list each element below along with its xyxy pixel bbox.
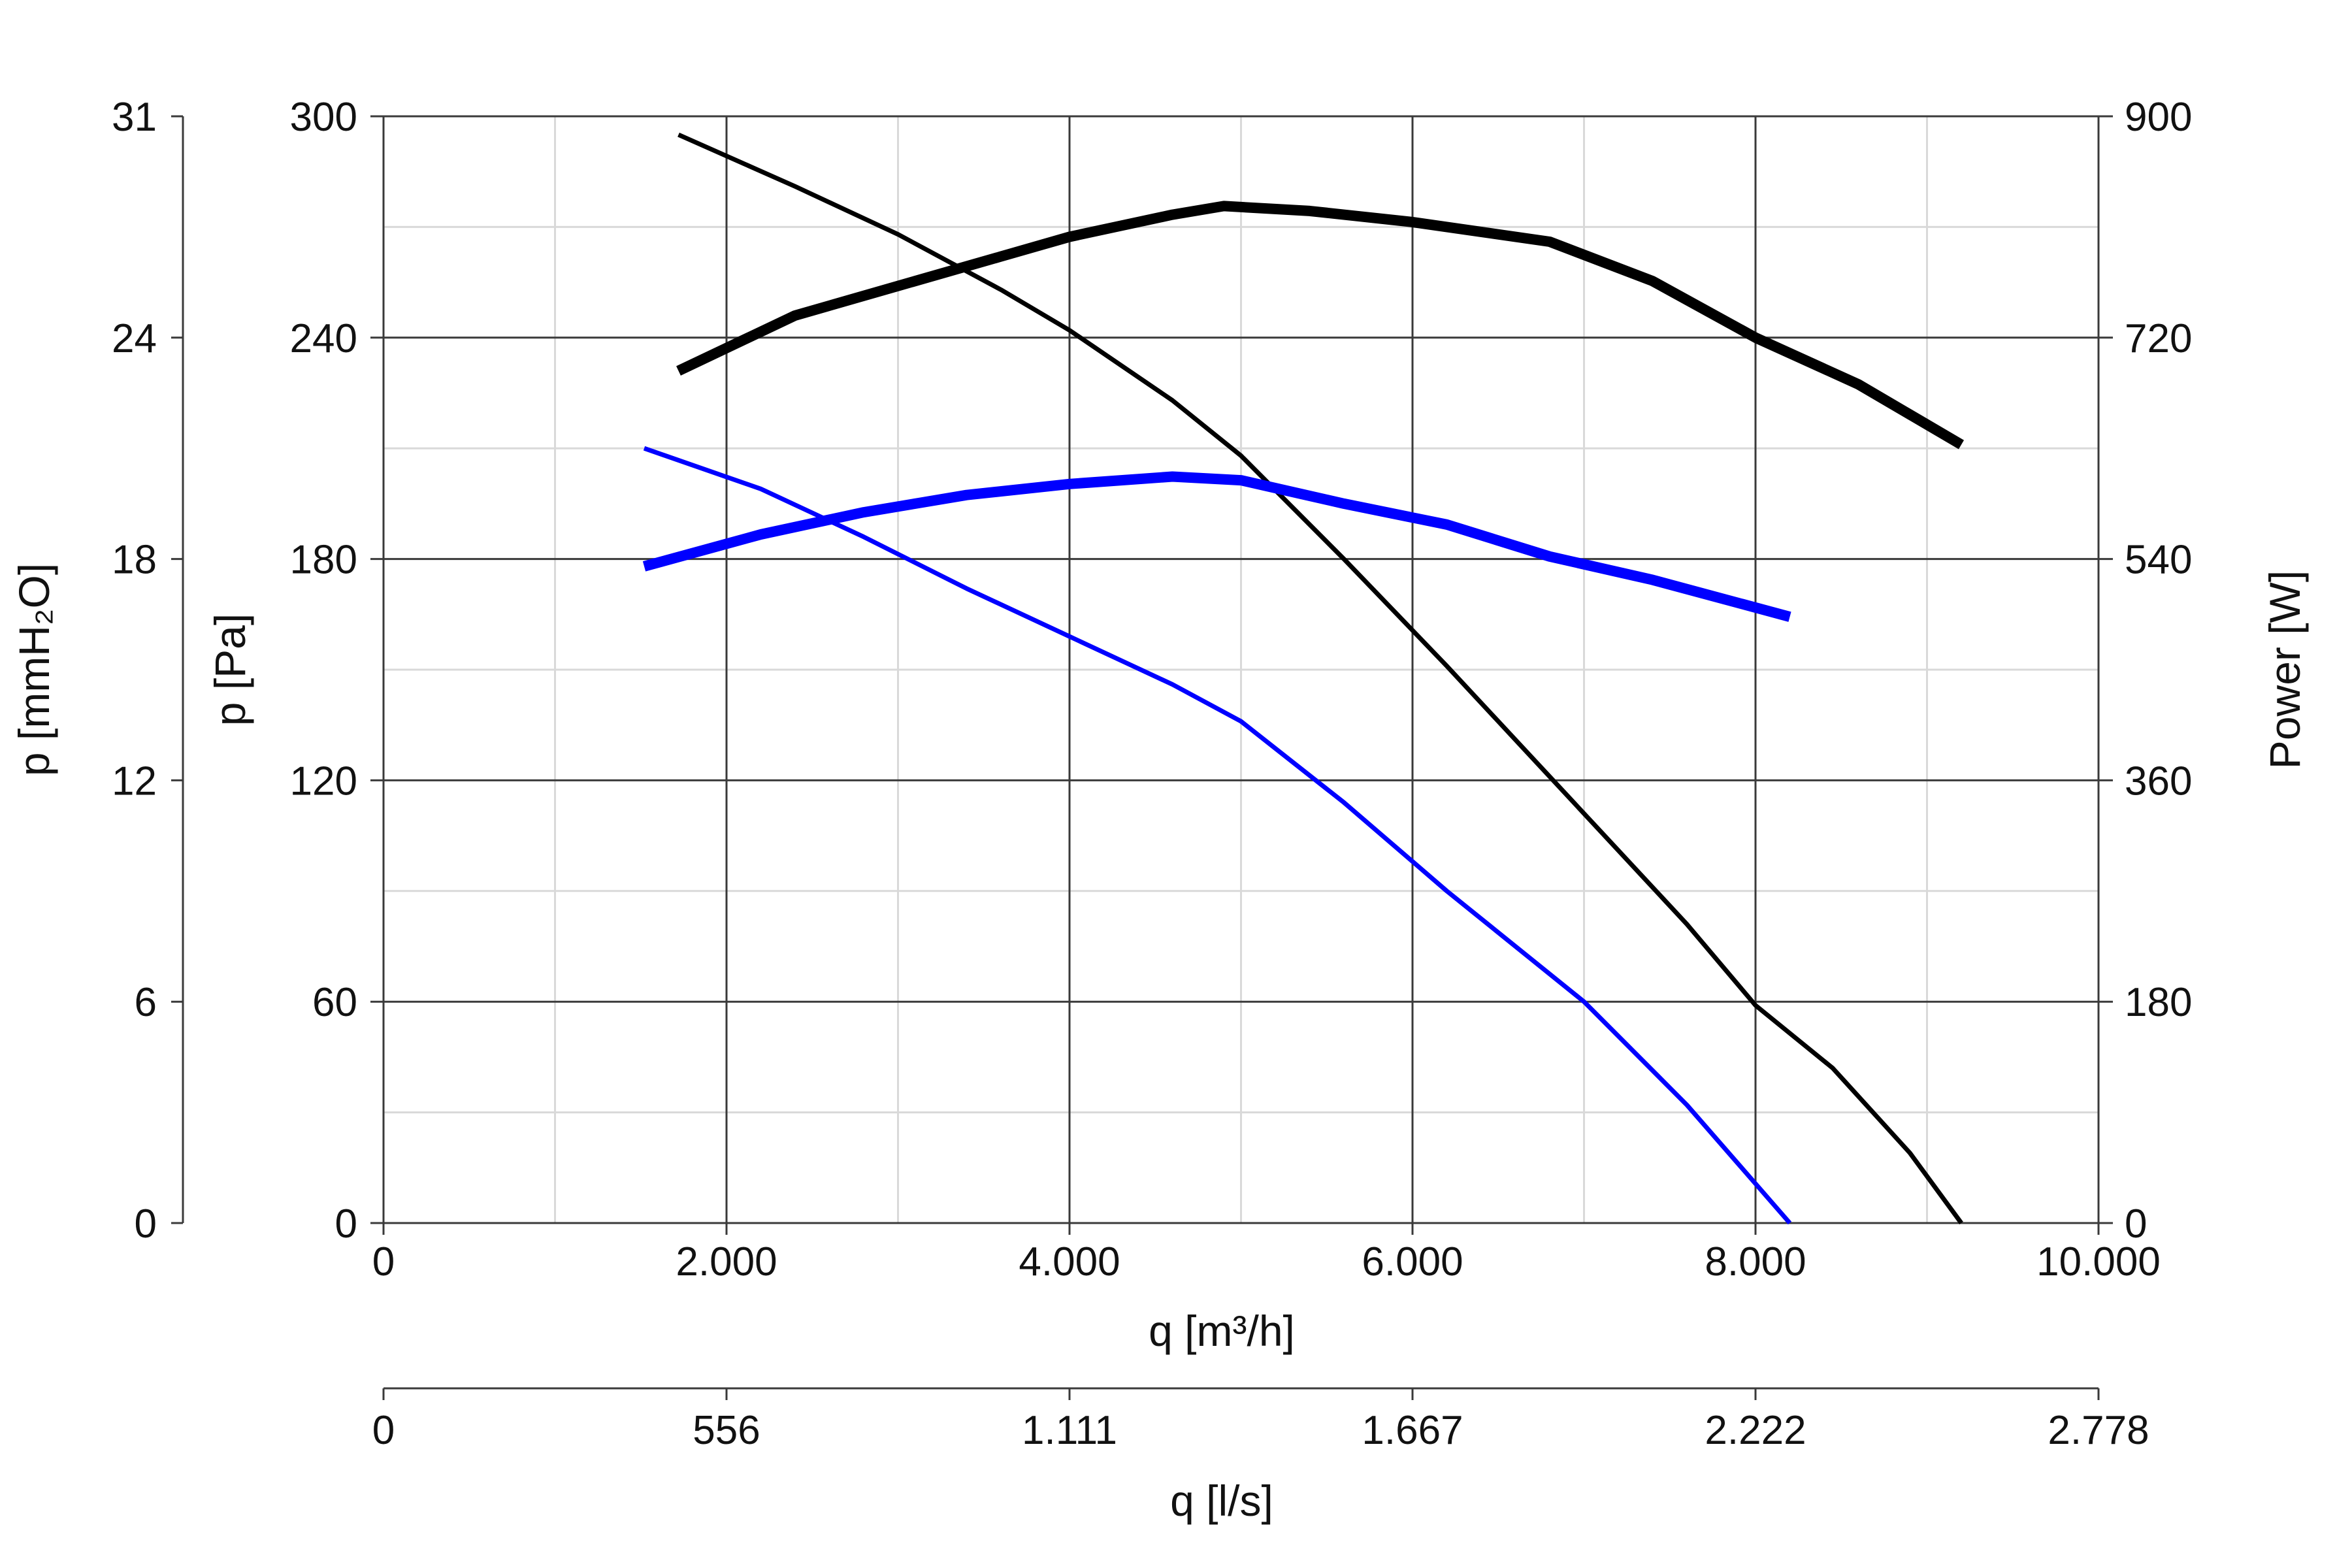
x-tick-label: 2.000 <box>676 1239 777 1284</box>
mmh2o-tick-label: 24 <box>112 316 157 361</box>
power-curve-blue <box>642 471 1791 622</box>
power-tick-label: 0 <box>2125 1201 2147 1247</box>
power-tick-label: 900 <box>2125 95 2192 140</box>
power-tick-label: 540 <box>2125 538 2192 583</box>
y-axis-label-pa: p [Pa] <box>206 613 254 726</box>
y-axis-label-mmh2o: p [mmH₂O] <box>10 563 58 776</box>
pressure-curve-blue <box>643 446 1792 1225</box>
series-lines <box>642 133 1965 1225</box>
x-tick-label: 0 <box>372 1239 395 1284</box>
ls-tick-label: 2.778 <box>2048 1408 2149 1453</box>
pressure-curve-black <box>678 133 1963 1225</box>
minor-grid <box>384 116 2099 1223</box>
ls-tick-label: 1.667 <box>1362 1408 1463 1453</box>
mmh2o-tick-label: 12 <box>112 759 157 804</box>
x-axis-secondary-label: q [l/s] <box>1170 1477 1273 1525</box>
axes <box>171 115 2113 1400</box>
ls-tick-label: 2.222 <box>1705 1408 1806 1453</box>
pa-tick-label: 240 <box>290 316 357 361</box>
pa-tick-label: 60 <box>312 980 357 1025</box>
ls-tick-label: 0 <box>372 1408 395 1453</box>
major-grid <box>382 115 2100 1224</box>
y-axis-label-power: Power [W] <box>2261 570 2309 769</box>
ls-tick-label: 556 <box>693 1408 760 1453</box>
pa-tick-label: 120 <box>290 759 357 804</box>
x-axis-label: q [m³/h] <box>1149 1307 1295 1355</box>
ls-tick-label: 1.111 <box>1022 1408 1117 1453</box>
pa-tick-label: 300 <box>290 95 357 140</box>
mmh2o-tick-label: 6 <box>135 980 157 1025</box>
power-tick-label: 360 <box>2125 759 2192 804</box>
x-tick-label: 8.000 <box>1705 1239 1806 1284</box>
power-curve-black <box>676 201 1965 449</box>
x-tick-label: 10.000 <box>2036 1239 2161 1284</box>
pa-tick-label: 180 <box>290 538 357 583</box>
pa-tick-label: 0 <box>335 1201 357 1247</box>
mmh2o-tick-label: 18 <box>112 538 157 583</box>
x-tick-label: 6.000 <box>1362 1239 1463 1284</box>
mmh2o-tick-label: 0 <box>135 1201 157 1247</box>
x-tick-label: 4.000 <box>1019 1239 1120 1284</box>
mmh2o-tick-label: 31 <box>112 95 157 140</box>
power-tick-label: 720 <box>2125 316 2192 361</box>
power-tick-label: 180 <box>2125 980 2192 1025</box>
